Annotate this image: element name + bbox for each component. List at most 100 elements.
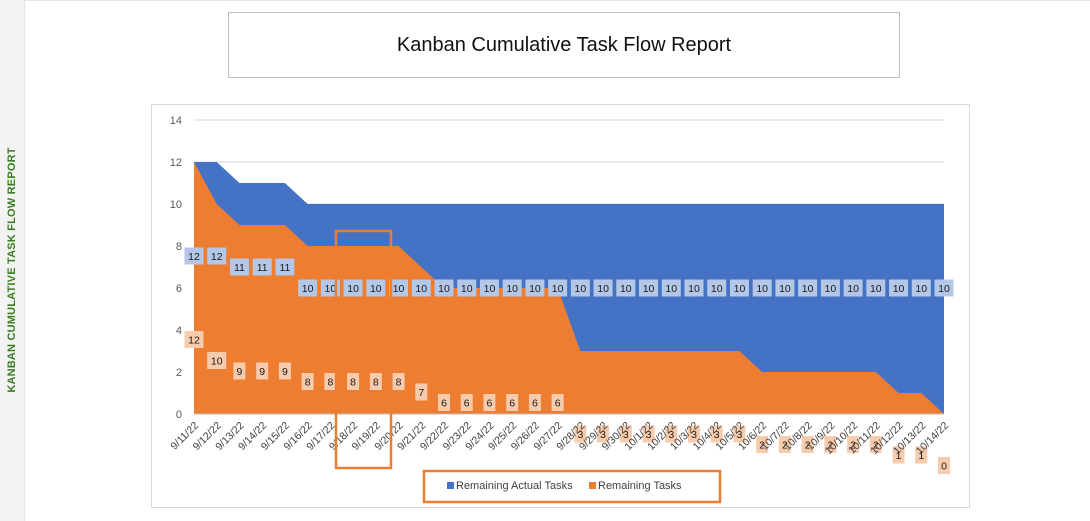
- data-label-actual-bg: [275, 258, 295, 276]
- data-label-remaining: 10: [211, 356, 223, 368]
- data-label-remaining: 1: [896, 450, 902, 462]
- data-label-remaining: 12: [188, 335, 200, 347]
- data-label-remaining-bg: [801, 436, 814, 453]
- data-label-actual: 10: [347, 283, 359, 295]
- data-label-actual: 11: [257, 262, 268, 274]
- data-label-actual-bg: [911, 279, 931, 297]
- y-tick-label: 6: [176, 283, 182, 295]
- data-label-remaining-bg: [460, 394, 473, 411]
- chart-area[interactable]: 0 2 4 6 8 10 12 14 12 12 11 11 11 10 10 10 10 10 10 10 10 10 1…: [151, 104, 970, 508]
- data-label-actual-bg: [684, 279, 704, 297]
- data-label-remaining: 7: [418, 387, 424, 399]
- data-label-remaining-bg: [665, 425, 678, 443]
- data-label-actual-bg: [570, 279, 590, 297]
- side-label: KANBAN CUMULATIVE TASK FLOW REPORT: [6, 147, 18, 393]
- data-label-remaining: 3: [600, 429, 606, 441]
- data-label-remaining-bg: [756, 436, 769, 453]
- data-label-actual: 10: [893, 283, 905, 295]
- data-label-remaining-bg: [551, 394, 564, 411]
- y-tick-label: 14: [170, 115, 182, 127]
- data-label-actual-bg: [752, 279, 772, 297]
- data-label-actual: 10: [575, 283, 587, 295]
- data-label-actual: 10: [620, 283, 632, 295]
- data-label-actual: 10: [325, 283, 337, 295]
- data-label-actual-bg: [343, 279, 363, 297]
- data-label-actual: 10: [847, 283, 859, 295]
- data-label-remaining: 2: [873, 440, 879, 452]
- data-label-actual-bg: [639, 279, 659, 297]
- data-label-remaining: 8: [327, 377, 333, 389]
- data-label-actual-bg: [798, 279, 818, 297]
- data-label-remaining-bg: [483, 394, 496, 411]
- data-label-remaining-bg: [915, 446, 928, 464]
- data-label-remaining: 3: [623, 429, 629, 441]
- data-label-actual: 10: [302, 283, 314, 295]
- data-label-actual: 10: [756, 283, 768, 295]
- data-label-actual: 10: [415, 283, 427, 295]
- data-label-actual-bg: [229, 258, 249, 276]
- data-label-actual-bg: [457, 279, 477, 297]
- data-label-remaining: 3: [691, 429, 697, 441]
- data-label-remaining: 9: [282, 366, 288, 378]
- data-label-remaining-bg: [619, 425, 632, 443]
- area-remaining-tasks[interactable]: [194, 162, 944, 414]
- report-title: Kanban Cumulative Task Flow Report: [396, 33, 732, 56]
- legend-label[interactable]: Remaining Actual Tasks: [456, 480, 573, 492]
- data-label-actual: 10: [711, 283, 723, 295]
- data-label-actual-bg: [775, 279, 795, 297]
- title-box[interactable]: Kanban Cumulative Task Flow Report: [228, 12, 900, 78]
- data-label-remaining: 3: [668, 429, 674, 441]
- data-label-remaining-bg: [574, 425, 587, 443]
- data-label-actual: 10: [461, 283, 473, 295]
- top-rule: [24, 0, 1090, 1]
- data-label-actual-bg: [843, 279, 863, 297]
- legend-swatch[interactable]: [447, 482, 454, 489]
- data-label-actual: 10: [370, 283, 382, 295]
- data-label-actual: 10: [506, 283, 518, 295]
- data-label-remaining-bg: [824, 436, 837, 453]
- y-tick-label: 2: [176, 367, 182, 379]
- data-label-actual-bg: [866, 279, 886, 297]
- data-label-remaining: 2: [805, 440, 811, 452]
- data-label-remaining: 2: [782, 440, 788, 452]
- data-label-remaining-bg: [207, 352, 227, 369]
- data-label-remaining-bg: [347, 373, 360, 390]
- data-label-remaining: 2: [850, 440, 856, 452]
- data-label-actual-bg: [616, 279, 636, 297]
- data-label-remaining-bg: [847, 436, 860, 453]
- data-label-remaining-bg: [688, 425, 700, 443]
- data-label-actual: 12: [188, 251, 200, 263]
- highlight-box: [334, 229, 393, 470]
- data-label-actual-bg: [252, 258, 272, 276]
- data-label-actual: 10: [393, 283, 405, 295]
- data-label-remaining-bg: [438, 394, 450, 411]
- data-label-actual-bg: [934, 279, 954, 297]
- data-label-actual-bg: [548, 279, 568, 297]
- data-label-actual: 10: [552, 283, 564, 295]
- data-label-remaining-bg: [642, 425, 655, 443]
- data-label-actual-bg: [525, 279, 545, 297]
- data-label-remaining: 3: [646, 429, 652, 441]
- y-tick-label: 4: [176, 325, 182, 337]
- data-label-actual-bg: [593, 279, 613, 297]
- data-label-remaining: 2: [759, 440, 765, 452]
- data-label-remaining: 6: [487, 398, 493, 410]
- data-label-actual-bg: [434, 279, 454, 297]
- legend-label[interactable]: Remaining Tasks: [598, 480, 682, 492]
- data-label-remaining-bg: [369, 373, 382, 390]
- data-label-remaining: 2: [827, 440, 833, 452]
- data-label-actual: 10: [484, 283, 496, 295]
- data-label-actual-bg: [729, 279, 749, 297]
- data-label-remaining-bg: [778, 436, 791, 453]
- data-label-remaining-bg: [528, 394, 541, 411]
- data-label-actual: 10: [870, 283, 882, 295]
- data-label-remaining: 8: [350, 377, 356, 389]
- data-label-actual: 10: [438, 283, 450, 295]
- data-label-remaining: 1: [918, 450, 924, 462]
- data-label-remaining: 3: [577, 429, 583, 441]
- data-label-actual-bg: [502, 279, 522, 297]
- data-label-actual: 11: [234, 262, 245, 274]
- legend-swatch[interactable]: [589, 482, 596, 489]
- data-label-actual-bg: [184, 247, 204, 265]
